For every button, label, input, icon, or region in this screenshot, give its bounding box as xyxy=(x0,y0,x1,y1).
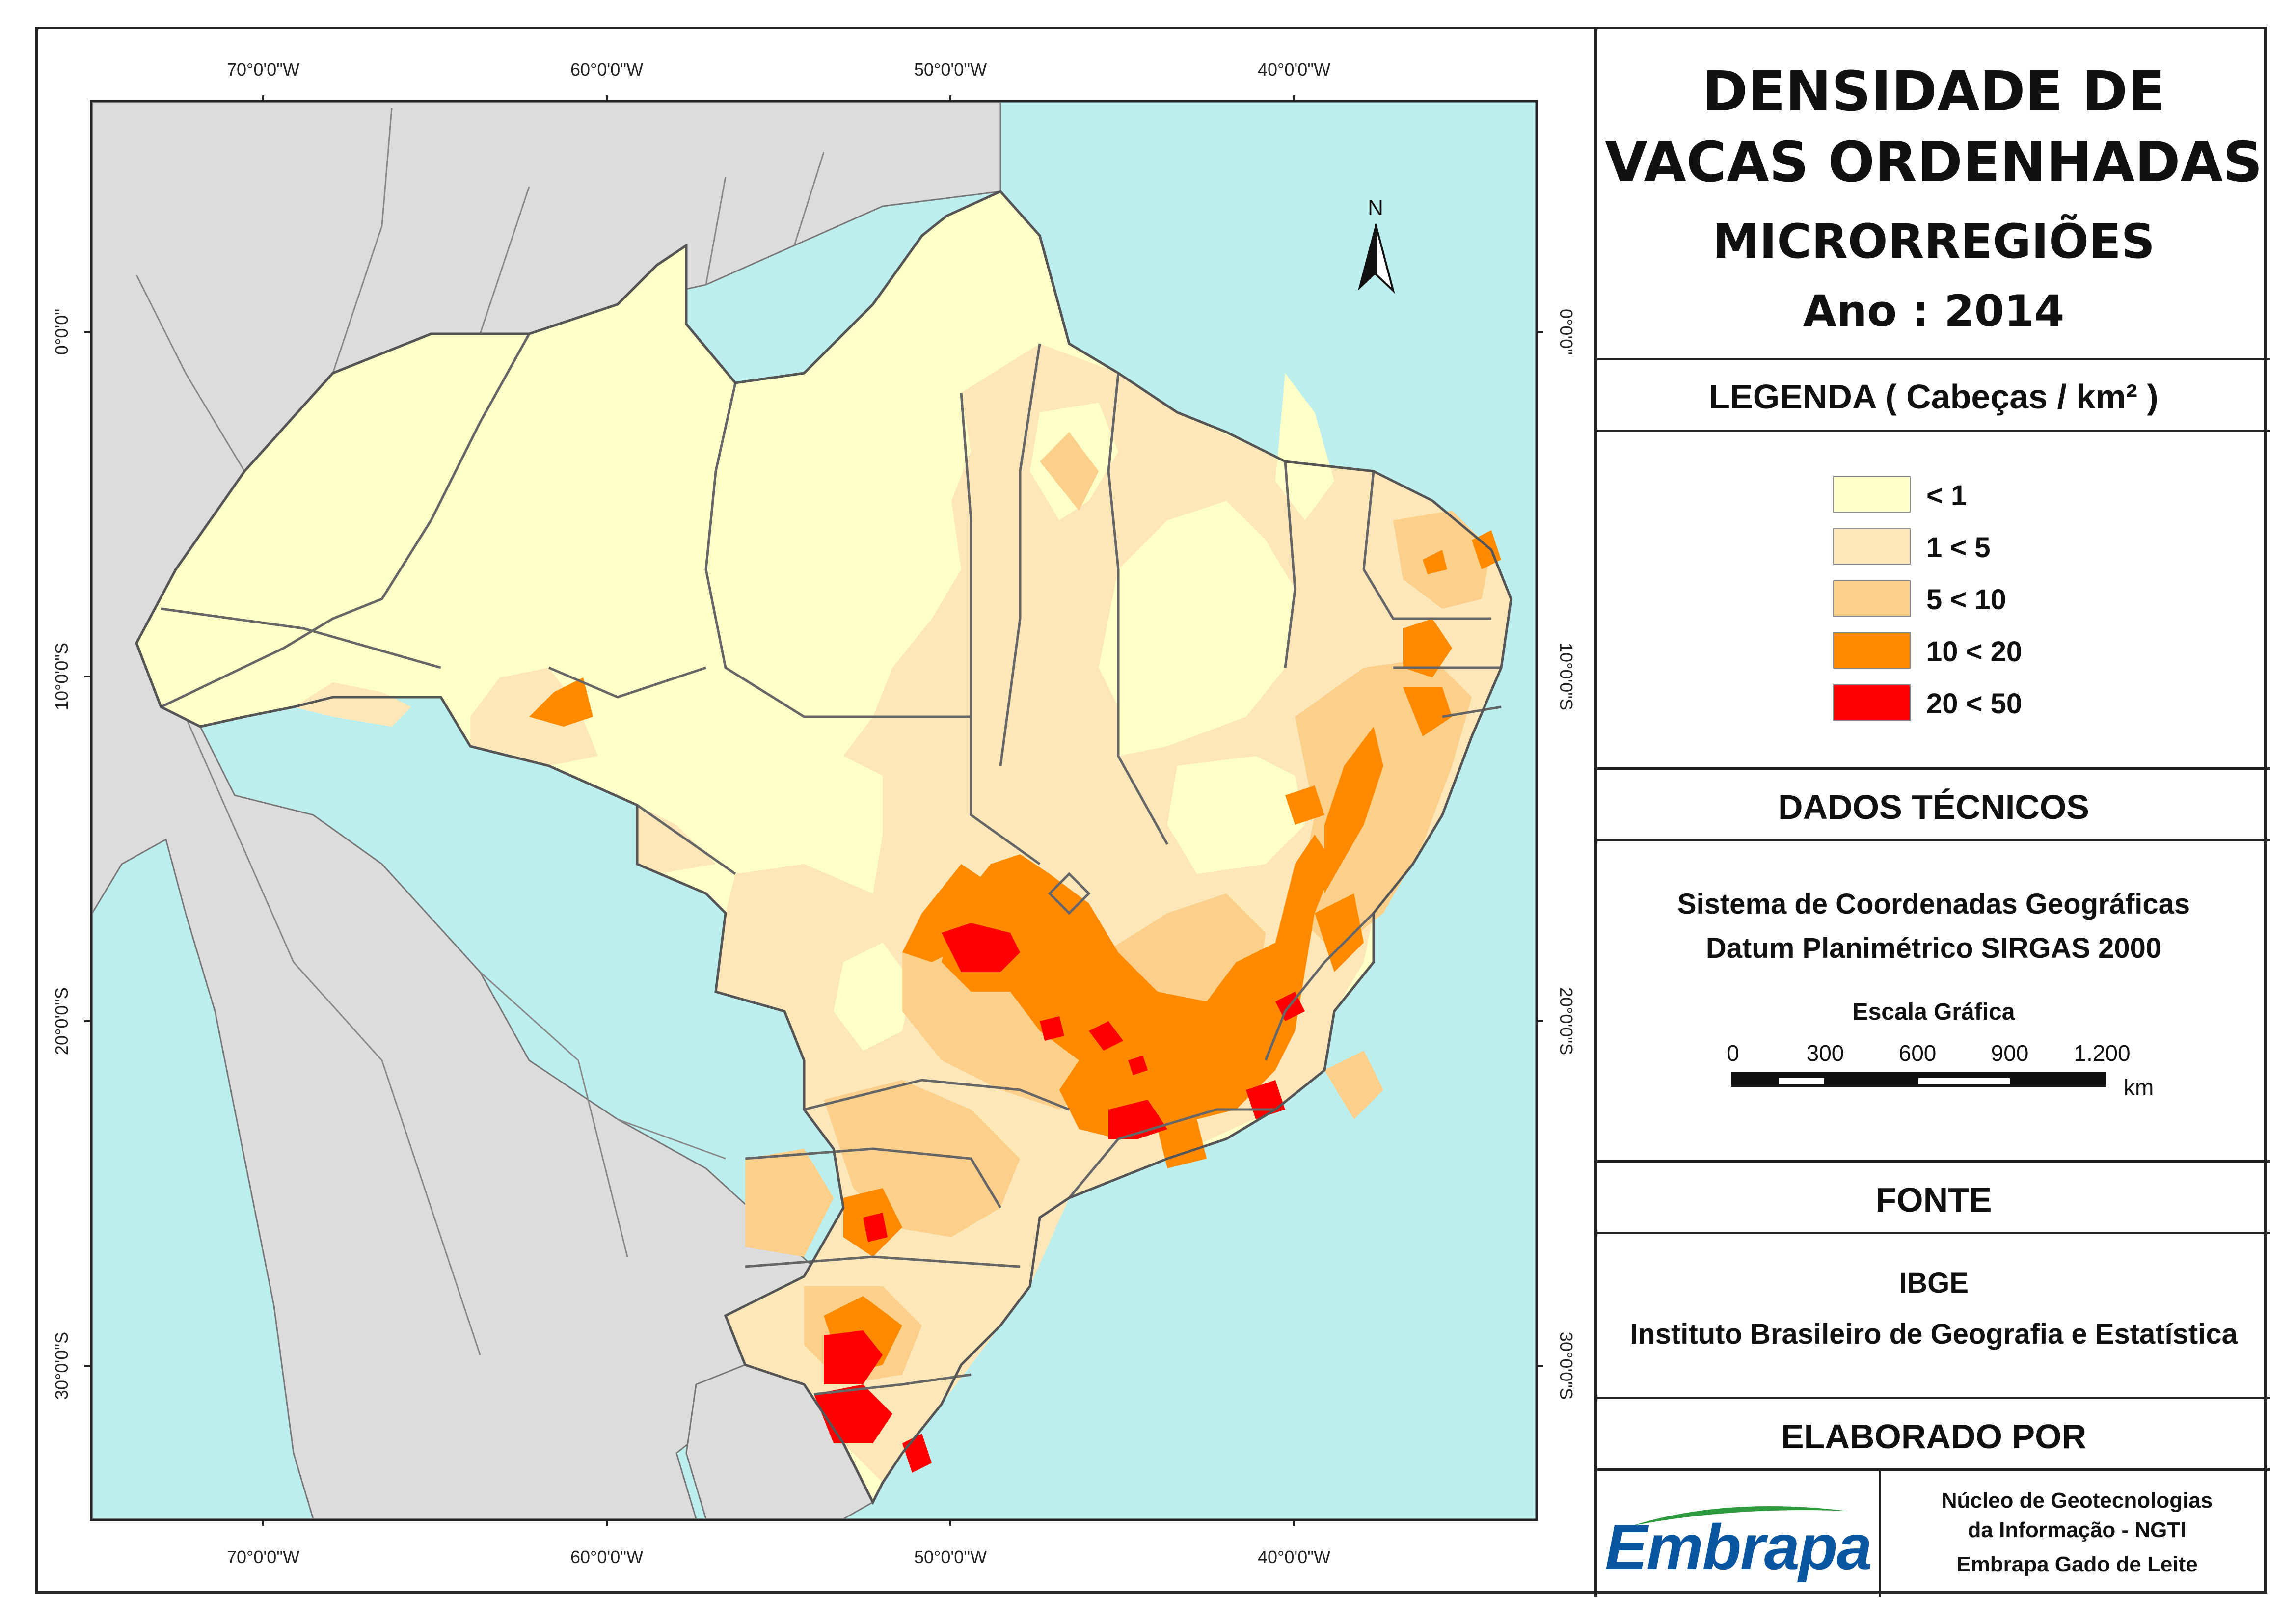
scale-title: Escala Gráfica xyxy=(1852,999,2015,1025)
credits-text-block: Núcleo de Geotecnologias da Informação -… xyxy=(1881,1471,2273,1597)
legend-swatch xyxy=(1833,580,1911,617)
source-header-section: FONTE xyxy=(1597,1163,2270,1234)
pacific-ocean xyxy=(92,838,314,1519)
brazil-outline xyxy=(135,189,1512,1505)
lat-label-right-10s: 10°0'0"S xyxy=(1556,643,1576,710)
legend-swatch xyxy=(1833,476,1911,513)
graticule-ticks xyxy=(84,95,1543,1526)
lat-label-right-0: 0°0'0" xyxy=(1556,309,1576,355)
scale-tick-1200: 1.200 xyxy=(2074,1040,2131,1066)
source-section: IBGE Instituto Brasileiro de Geografia e… xyxy=(1597,1234,2270,1399)
technical-header: DADOS TÉCNICOS xyxy=(1778,788,2089,826)
legend-label: 5 < 10 xyxy=(1926,584,2006,616)
technical-header-section: DADOS TÉCNICOS xyxy=(1597,770,2270,841)
map-canvas: 70°0'0"W 60°0'0"W 50°0'0"W 40°0'0"W 70°0… xyxy=(52,59,1576,1567)
legend-label: 20 < 50 xyxy=(1926,688,2023,720)
scale-unit: km xyxy=(2124,1075,2154,1100)
legend-label: < 1 xyxy=(1926,480,1967,512)
technical-section: Sistema de Coordenadas Geográficas Datum… xyxy=(1597,841,2270,1163)
logo-wordmark: Embrapa xyxy=(1605,1511,1872,1583)
legend-swatch xyxy=(1833,684,1911,721)
credits-header-section: ELABORADO POR xyxy=(1597,1399,2270,1471)
map-frame: 70°0'0"W 60°0'0"W 50°0'0"W 40°0'0"W 70°0… xyxy=(38,29,1594,1597)
title-section: DENSIDADE DE VACAS ORDENHADAS MICRORREGI… xyxy=(1597,29,2270,360)
scale-tick-300: 300 xyxy=(1806,1040,1844,1066)
scale-tick-900: 900 xyxy=(1991,1040,2029,1066)
coordinate-system: Sistema de Coordenadas Geográficas xyxy=(1677,888,2190,920)
lon-label-bottom-50w: 50°0'0"W xyxy=(914,1547,987,1567)
density-lt1-interior xyxy=(834,373,1334,1051)
state-borders xyxy=(160,333,1502,1396)
north-label: N xyxy=(1368,196,1383,220)
lon-label-top-70w: 70°0'0"W xyxy=(227,59,299,80)
lon-label-top-60w: 60°0'0"W xyxy=(570,59,643,80)
neighbor-borders xyxy=(135,108,825,1355)
lon-label-bottom-40w: 40°0'0"W xyxy=(1258,1547,1330,1567)
lon-label-top-40w: 40°0'0"W xyxy=(1258,59,1330,80)
map-title-line1: DENSIDADE DE xyxy=(1702,60,2165,124)
lon-label-top-50w: 50°0'0"W xyxy=(914,59,987,80)
credits-line2: da Informação - NGTI xyxy=(1968,1518,2187,1542)
legend-label: 1 < 5 xyxy=(1926,532,1991,564)
lon-label-bottom-70w: 70°0'0"W xyxy=(227,1547,299,1567)
logo-swoosh-icon xyxy=(1632,1506,1848,1526)
lat-label-left-10s: 10°0'0"S xyxy=(52,643,72,710)
legend-header: LEGENDA ( Cabeças / km² ) xyxy=(1709,378,2159,416)
map-subtitle: MICRORREGIÕES xyxy=(1712,214,2155,269)
credits-header: ELABORADO POR xyxy=(1781,1417,2087,1456)
legend-header-section: LEGENDA ( Cabeças / km² ) xyxy=(1597,360,2270,432)
legend-swatch xyxy=(1833,632,1911,669)
lat-label-left-30s: 30°0'0"S xyxy=(52,1332,72,1400)
map-content xyxy=(92,102,1512,1519)
density-20-50 xyxy=(814,923,1305,1473)
legend-label: 10 < 20 xyxy=(1926,636,2023,668)
scale-tick-600: 600 xyxy=(1898,1040,1937,1066)
datum: Datum Planimétrico SIRGAS 2000 xyxy=(1705,932,2162,964)
legend-section: < 1 1 < 5 5 < 10 10 < 20 20 < 50 xyxy=(1597,432,2270,770)
scale-bar xyxy=(1731,1072,2106,1087)
source-institute: Instituto Brasileiro de Geografia e Esta… xyxy=(1630,1318,2238,1350)
source-header: FONTE xyxy=(1875,1181,1992,1219)
lat-label-right-20s: 20°0'0"S xyxy=(1556,987,1576,1055)
lat-label-right-30s: 30°0'0"S xyxy=(1556,1332,1576,1400)
north-arrow-icon: N xyxy=(1358,196,1395,294)
lat-label-left-20s: 20°0'0"S xyxy=(52,987,72,1055)
embrapa-logo: Embrapa xyxy=(1597,1471,1881,1597)
credits-line1: Núcleo de Geotecnologias xyxy=(1941,1489,2213,1513)
legend-swatch xyxy=(1833,528,1911,565)
lat-label-left-0: 0°0'0" xyxy=(52,309,72,355)
source-ibge: IBGE xyxy=(1899,1267,1969,1299)
map-title-line2: VACAS ORDENHADAS xyxy=(1605,131,2263,194)
lon-label-bottom-60w: 60°0'0"W xyxy=(570,1547,643,1567)
map-year: Ano : 2014 xyxy=(1803,286,2065,336)
credits-section: Embrapa Núcleo de Geotecnologias da Info… xyxy=(1597,1471,2270,1597)
map-sheet: 70°0'0"W 60°0'0"W 50°0'0"W 40°0'0"W 70°0… xyxy=(35,27,2270,1597)
scale-tick-0: 0 xyxy=(1727,1040,1739,1066)
credits-line3: Embrapa Gado de Leite xyxy=(1956,1552,2198,1576)
info-panel: DENSIDADE DE VACAS ORDENHADAS MICRORREGI… xyxy=(1594,29,2270,1597)
